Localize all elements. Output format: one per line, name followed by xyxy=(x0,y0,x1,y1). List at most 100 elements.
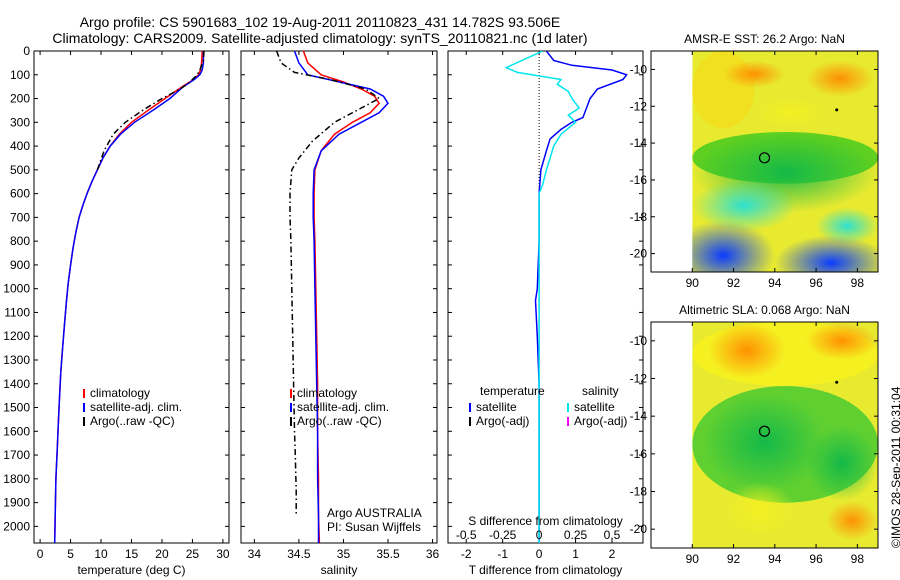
map-y-tick-label: -10 xyxy=(630,62,648,76)
map-field-patch xyxy=(805,425,878,501)
map-point-marker xyxy=(835,108,839,112)
map-field-patch xyxy=(692,179,796,232)
temperature-series-0 xyxy=(53,51,203,543)
temperature-x-axis-label: temperature (deg C) xyxy=(77,563,185,577)
x-tick-label: 34.5 xyxy=(287,547,311,561)
map-field-patch xyxy=(774,235,878,272)
y-tick-label: 900 xyxy=(10,258,30,272)
map-y-tick-label: -18 xyxy=(630,485,648,499)
map-field-patch xyxy=(708,322,786,379)
map-sla-title: Altimetric SLA: 0.068 Argo: NaN xyxy=(679,303,850,317)
x-tick-label: 25 xyxy=(186,547,200,561)
legend-label: satellite-adj. clim. xyxy=(90,400,182,414)
map-x-tick-label: 98 xyxy=(851,552,865,566)
map-sla-frame xyxy=(650,321,879,549)
difference-series-1 xyxy=(504,51,581,543)
legend-label: Argo(..raw -QC) xyxy=(297,414,382,428)
y-tick-label: 1400 xyxy=(3,377,30,391)
figure-title-line1: Argo profile: CS 5901683_102 19-Aug-2011… xyxy=(79,14,561,30)
x-tick-label: 2 xyxy=(609,547,616,561)
difference-x-axis-label: T difference from climatology xyxy=(469,563,623,577)
panel-annotation: PI: Susan Wijffels xyxy=(327,520,421,534)
s-tick-label: 0.5 xyxy=(604,528,621,542)
y-tick-label: 100 xyxy=(10,68,30,82)
map-x-tick-label: 92 xyxy=(727,552,741,566)
figure-title-line2: Climatology: CARS2009. Satellite-adjuste… xyxy=(52,30,588,46)
x-tick-label: 5 xyxy=(67,547,74,561)
argo-float-marker xyxy=(758,425,771,437)
map-x-tick-label: 94 xyxy=(768,276,782,290)
y-tick-label: 300 xyxy=(10,115,30,129)
y-tick-label: 1700 xyxy=(3,448,30,462)
x-tick-label: 0 xyxy=(536,547,543,561)
map-field-patch xyxy=(805,60,874,98)
map-x-tick-label: 90 xyxy=(686,276,700,290)
map-y-tick-label: -16 xyxy=(630,447,648,461)
map-y-tick-label: -16 xyxy=(630,173,648,187)
legend-label: climatology xyxy=(90,386,150,400)
y-tick-label: 700 xyxy=(10,210,30,224)
map-y-tick-label: -12 xyxy=(630,372,648,386)
map-x-tick-label: 92 xyxy=(727,276,741,290)
map-sst-field xyxy=(692,51,878,272)
map-field-patch xyxy=(723,60,786,88)
x-tick-label: -2 xyxy=(461,547,472,561)
map-y-tick-label: -20 xyxy=(630,247,648,261)
y-tick-label: 1000 xyxy=(3,282,30,296)
y-tick-label: 1200 xyxy=(3,329,30,343)
y-tick-label: 0 xyxy=(23,44,30,58)
map-y-tick-label: -14 xyxy=(630,409,648,423)
map-field-patch xyxy=(826,500,878,541)
map-field-patch xyxy=(816,207,878,245)
imos-timestamp: ©IMOS 28-Sep-2011 00:31:04 xyxy=(889,386,900,548)
legend-label: Argo(..raw -QC) xyxy=(90,414,175,428)
map-y-tick-label: -12 xyxy=(630,99,648,113)
map-field-patch xyxy=(805,322,878,360)
salinity-series-1 xyxy=(293,51,389,543)
y-tick-label: 1500 xyxy=(3,401,30,415)
y-tick-label: 1600 xyxy=(3,424,30,438)
x-tick-label: 34 xyxy=(248,547,262,561)
temperature-series-2 xyxy=(96,51,205,171)
legend-label: satellite xyxy=(574,400,615,414)
y-tick-label: 1800 xyxy=(3,472,30,486)
legend-header-salinity: salinity xyxy=(582,384,619,398)
legend-header-temperature: temperature xyxy=(480,384,545,398)
legend-label: climatology xyxy=(297,386,357,400)
x-tick-label: 35.5 xyxy=(376,547,400,561)
map-field-patch xyxy=(692,220,775,272)
map-y-tick-label: -20 xyxy=(630,522,648,536)
x-tick-label: 10 xyxy=(94,547,108,561)
map-field-patch xyxy=(702,393,827,492)
difference-series-0 xyxy=(534,51,628,543)
map-x-tick-label: 90 xyxy=(686,552,700,566)
map-x-tick-label: 98 xyxy=(851,276,865,290)
map-y-tick-label: -10 xyxy=(630,334,648,348)
x-tick-label: 1 xyxy=(572,547,579,561)
x-tick-label: 0 xyxy=(37,547,44,561)
legend-label: Argo(-adj) xyxy=(574,414,627,428)
y-tick-label: 1300 xyxy=(3,353,30,367)
salinity-series-2 xyxy=(275,51,381,515)
map-x-tick-label: 96 xyxy=(809,552,823,566)
y-tick-label: 400 xyxy=(10,139,30,153)
s-tick-label: -0.25 xyxy=(489,528,517,542)
map-sst-frame xyxy=(650,50,879,273)
x-tick-label: 15 xyxy=(125,547,139,561)
map-field-patch xyxy=(723,482,796,539)
salinity-plot-frame xyxy=(240,50,438,544)
x-tick-label: 35 xyxy=(337,547,351,561)
map-sla-field xyxy=(692,322,878,548)
y-tick-label: 800 xyxy=(10,234,30,248)
x-tick-label: -1 xyxy=(497,547,508,561)
y-tick-label: 600 xyxy=(10,187,30,201)
map-x-tick-label: 96 xyxy=(809,276,823,290)
difference-plot-frame xyxy=(447,50,644,544)
map-y-tick-label: -14 xyxy=(630,136,648,150)
y-tick-label: 2000 xyxy=(3,519,30,533)
s-tick-label: 0 xyxy=(536,528,543,542)
salinity-x-axis-label: salinity xyxy=(321,563,358,577)
panel-annotation: Argo AUSTRALIA xyxy=(327,506,422,520)
map-sst-title: AMSR-E SST: 26.2 Argo: NaN xyxy=(684,32,845,46)
